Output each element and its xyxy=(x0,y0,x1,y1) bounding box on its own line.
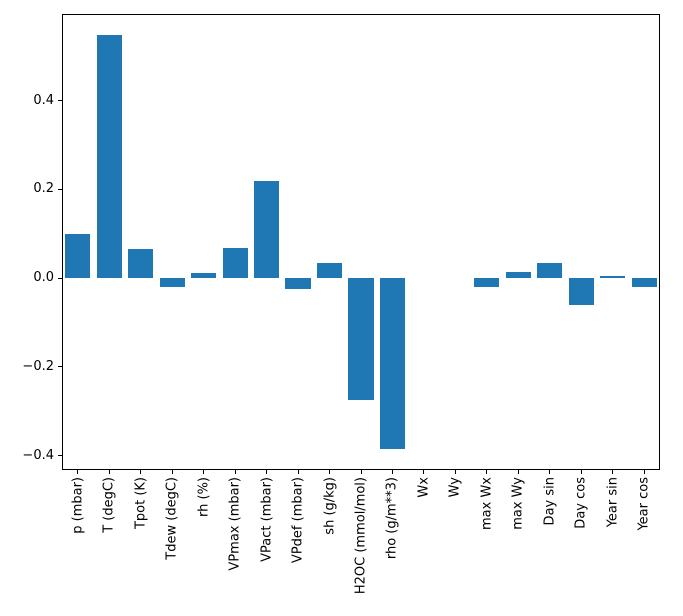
y-tick-mark xyxy=(58,277,62,279)
x-tick-mark xyxy=(108,470,110,474)
x-tick-label: Wx xyxy=(416,477,432,498)
bar xyxy=(348,278,374,401)
bar xyxy=(128,249,154,279)
x-tick-label: VPact (mbar) xyxy=(259,477,275,562)
x-tick-label: T (degC) xyxy=(101,477,117,533)
y-tick-mark xyxy=(58,455,62,457)
bar xyxy=(568,278,594,305)
y-tick-label: 0.2 xyxy=(33,181,54,197)
x-tick-mark xyxy=(454,470,456,474)
y-tick-mark xyxy=(58,366,62,368)
x-tick-label: VPmax (mbar) xyxy=(227,477,243,571)
x-tick-mark xyxy=(266,470,268,474)
x-tick-mark xyxy=(234,470,236,474)
bar xyxy=(253,181,280,279)
y-tick-label: −0.2 xyxy=(22,358,54,374)
bar xyxy=(505,271,531,279)
x-tick-mark xyxy=(140,470,142,474)
x-tick-label: sh (g/kg) xyxy=(322,477,338,535)
y-tick-mark xyxy=(58,100,62,102)
bar xyxy=(316,262,343,279)
x-tick-label: max Wx xyxy=(479,477,495,531)
x-tick-mark xyxy=(486,470,488,474)
x-tick-label: Day sin xyxy=(542,477,558,526)
x-tick-mark xyxy=(329,470,331,474)
x-tick-label: Day cos xyxy=(573,477,589,529)
y-tick-mark xyxy=(58,188,62,190)
bar xyxy=(191,272,217,279)
x-tick-mark xyxy=(203,470,205,474)
y-tick-label: 0.0 xyxy=(33,270,54,286)
x-tick-mark xyxy=(297,470,299,474)
bar xyxy=(159,278,185,288)
y-tick-label: 0.4 xyxy=(33,92,54,108)
x-tick-label: VPdef (mbar) xyxy=(290,477,306,564)
bar xyxy=(96,34,122,279)
x-tick-mark xyxy=(423,470,425,474)
x-tick-label: Tdew (degC) xyxy=(164,477,180,560)
bar xyxy=(65,233,91,279)
x-tick-mark xyxy=(612,470,614,474)
x-tick-mark xyxy=(549,470,551,474)
bar xyxy=(379,278,406,450)
axes-frame xyxy=(62,14,660,470)
x-tick-mark xyxy=(580,470,582,474)
x-tick-label: p (mbar) xyxy=(70,477,86,534)
x-tick-mark xyxy=(171,470,173,474)
bar xyxy=(600,276,626,279)
x-tick-mark xyxy=(360,470,362,474)
x-tick-label: H2OC (mmol/mol) xyxy=(353,477,369,595)
x-tick-mark xyxy=(77,470,79,474)
x-tick-mark xyxy=(517,470,519,474)
x-tick-label: Wy xyxy=(447,477,463,498)
x-tick-label: Year sin xyxy=(605,477,621,528)
bar xyxy=(631,278,657,288)
x-tick-label: Year cos xyxy=(636,477,652,531)
x-tick-label: rh (%) xyxy=(196,477,212,517)
x-tick-mark xyxy=(391,470,393,474)
x-tick-mark xyxy=(643,470,645,474)
bar xyxy=(537,262,563,279)
bar xyxy=(474,278,500,288)
x-tick-label: rho (g/m**3) xyxy=(384,477,400,560)
bar xyxy=(222,247,248,279)
x-tick-label: Tpot (K) xyxy=(133,477,149,530)
y-tick-label: −0.4 xyxy=(22,447,54,463)
x-tick-label: max Wy xyxy=(510,477,526,530)
bar xyxy=(285,278,311,290)
